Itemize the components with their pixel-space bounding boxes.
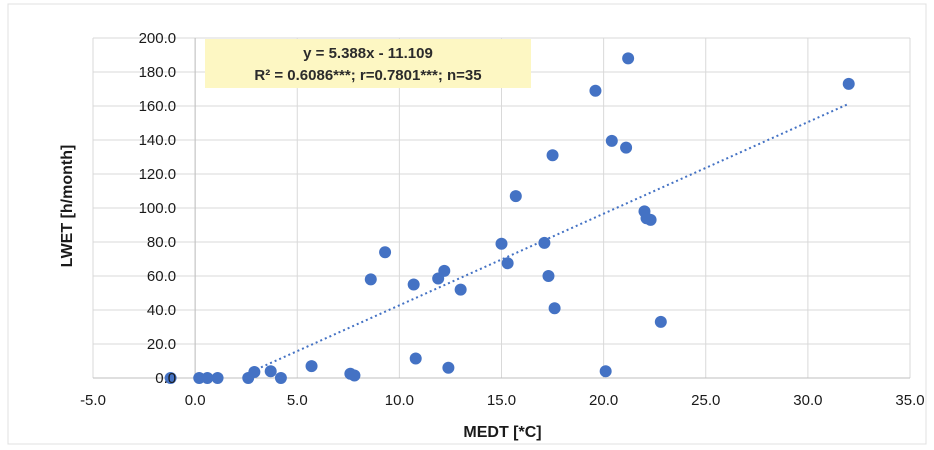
data-point (495, 237, 508, 250)
trendline (255, 102, 850, 371)
data-point (438, 264, 451, 277)
data-point (348, 369, 361, 382)
data-point (364, 273, 377, 286)
y-tick-label: 200.0 (139, 30, 177, 47)
x-tick-label: 10.0 (385, 392, 414, 409)
data-point (538, 236, 551, 249)
x-tick-label: 20.0 (589, 392, 618, 409)
y-tick-label: 40.0 (147, 302, 176, 319)
data-point (842, 77, 855, 90)
data-point (605, 134, 618, 147)
data-point (599, 365, 612, 378)
regression-stats: R² = 0.6086***; r=0.7801***; n=35 (254, 67, 481, 84)
data-point (546, 149, 559, 162)
x-tick-label: 35.0 (895, 392, 924, 409)
data-point (542, 270, 555, 282)
axes (7, 3, 927, 445)
trendline-path (255, 102, 850, 371)
data-point (264, 365, 277, 378)
data-point (654, 315, 667, 328)
regression-equation: y = 5.388x - 11.109 (303, 45, 433, 62)
y-tick-label: 120.0 (139, 166, 177, 183)
data-point (274, 372, 287, 384)
y-tick-label: 80.0 (147, 234, 176, 251)
data-point (620, 141, 633, 154)
gridlines (92, 37, 911, 379)
annotation-box (205, 39, 531, 88)
data-point (548, 302, 561, 315)
data-point (407, 278, 420, 291)
y-axis-title: LWET [h/month] (59, 145, 76, 268)
data-point (201, 372, 214, 384)
y-tick-label: 180.0 (139, 64, 177, 81)
y-tick-label: 20.0 (147, 336, 176, 353)
data-point (305, 360, 318, 373)
data-point (164, 372, 177, 384)
data-point (622, 52, 635, 65)
data-point (454, 283, 467, 296)
data-points (164, 52, 855, 384)
x-tick-label: 5.0 (287, 392, 308, 409)
data-point (442, 361, 455, 374)
y-tick-label: 100.0 (139, 200, 177, 217)
data-point (501, 257, 514, 270)
data-point (589, 84, 602, 97)
x-tick-label: 25.0 (691, 392, 720, 409)
tick-labels: -5.0 0.0 5.0 10.0 15.0 20.0 25.0 30.0 35.0 0.0 20.… (80, 30, 925, 409)
x-tick-label: -5.0 (80, 392, 106, 409)
data-point (379, 246, 392, 259)
y-tick-label: 140.0 (139, 132, 177, 149)
y-tick-label: 0.0 (155, 370, 176, 387)
x-tick-label: 15.0 (487, 392, 516, 409)
data-point (211, 372, 224, 384)
y-tick-label: 60.0 (147, 268, 176, 285)
regression-annotation: y = 5.388x - 11.109 R² = 0.6086***; r=0.… (205, 39, 531, 88)
y-tick-label: 160.0 (139, 98, 177, 115)
data-point (509, 190, 522, 203)
data-point (248, 366, 261, 379)
x-axis-title: MEDT [*C] (463, 424, 541, 441)
chart-frame (7, 3, 927, 445)
data-point (409, 352, 422, 365)
x-tick-label: 0.0 (185, 392, 206, 409)
x-tick-label: 30.0 (793, 392, 822, 409)
data-point (644, 213, 657, 226)
